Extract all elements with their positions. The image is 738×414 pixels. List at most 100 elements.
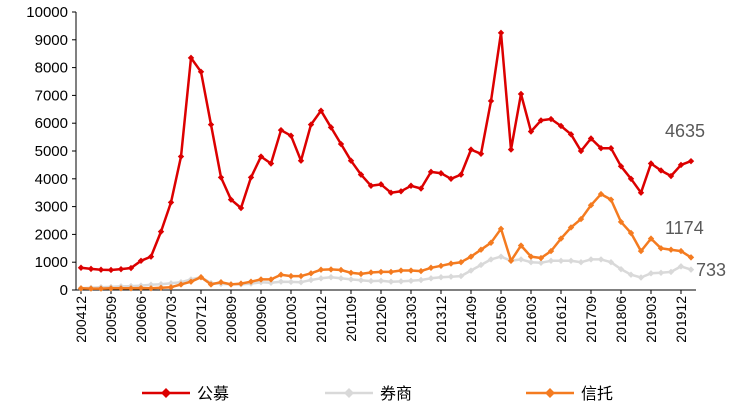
series-2: [77, 190, 695, 292]
data-point: [567, 131, 575, 138]
data-point: [557, 122, 565, 130]
x-tick-label: 200809: [223, 296, 239, 343]
data-point: [277, 126, 285, 134]
series-line: [80, 192, 692, 290]
data-point: [297, 272, 305, 280]
data-point: [387, 189, 395, 196]
data-point: [77, 264, 85, 271]
data-point: [587, 202, 595, 209]
data-point: [247, 278, 255, 285]
data-point: [127, 285, 135, 292]
data-point: [507, 257, 515, 265]
data-point: [597, 190, 605, 198]
data-point: [637, 274, 645, 281]
data-point: [167, 199, 175, 206]
data-point: [307, 270, 315, 277]
data-point: [617, 218, 625, 226]
data-point: [377, 277, 385, 285]
legend-item-gongmu: 公募: [142, 384, 229, 403]
data-point: [567, 257, 575, 265]
data-point: [97, 285, 105, 292]
data-point: [587, 256, 595, 263]
series-0: [77, 29, 695, 274]
data-point: [677, 161, 685, 169]
end-labels: 4635 1174 733: [665, 121, 726, 280]
data-point: [667, 268, 675, 276]
data-point: [367, 277, 375, 285]
data-point: [547, 115, 555, 123]
data-point: [217, 279, 225, 286]
legend-marker-xintuo: [545, 388, 555, 398]
data-point: [647, 160, 655, 167]
data-point: [327, 266, 335, 273]
y-axis-ticks: 0 1000 2000 3000 4000 5000 6000 7000 8000 9000 100…: [26, 4, 76, 299]
data-point: [197, 68, 205, 75]
y-tick-label: 5000: [35, 143, 68, 160]
data-point: [617, 265, 625, 273]
data-point: [87, 265, 95, 273]
data-point: [617, 163, 625, 170]
data-point: [327, 124, 335, 131]
x-tick-label: 201206: [373, 296, 389, 343]
data-point: [407, 182, 415, 189]
data-point: [177, 281, 185, 288]
y-tick-label: 9000: [35, 32, 68, 49]
data-point: [177, 153, 185, 160]
y-tick-label: 6000: [35, 115, 68, 132]
data-point: [277, 278, 285, 285]
data-point: [157, 228, 165, 235]
x-tick-label: 201303: [403, 296, 419, 343]
data-point: [467, 253, 475, 260]
data-point: [657, 167, 665, 174]
series-1: [77, 253, 695, 292]
data-point: [627, 229, 635, 237]
data-point: [407, 267, 415, 274]
data-point: [307, 121, 315, 128]
data-point: [227, 281, 235, 288]
data-point: [537, 254, 545, 262]
data-point: [687, 157, 695, 165]
data-point: [167, 280, 175, 287]
data-point: [387, 268, 395, 276]
data-point: [597, 145, 605, 152]
y-tick-label: 1000: [35, 254, 68, 271]
legend-item-quanshang: 券商: [325, 384, 412, 403]
data-point: [547, 257, 555, 265]
data-point: [467, 267, 475, 274]
y-tick-label: 4000: [35, 171, 68, 188]
end-label-gongmu: 4635: [665, 121, 705, 141]
legend-marker-quanshang: [344, 388, 354, 398]
x-tick-label: 201409: [463, 296, 479, 343]
x-tick-label: 200906: [253, 296, 269, 343]
data-point: [417, 276, 425, 284]
data-point: [487, 256, 495, 263]
data-point: [417, 185, 425, 192]
data-point: [637, 189, 645, 196]
data-point: [427, 264, 435, 271]
data-point: [397, 188, 405, 195]
data-point: [347, 276, 355, 283]
data-point: [387, 278, 395, 285]
y-tick-label: 7000: [35, 87, 68, 104]
data-point: [157, 280, 165, 288]
data-point: [517, 256, 525, 263]
data-point: [347, 157, 355, 164]
data-point: [327, 274, 335, 281]
x-tick-label: 200509: [103, 296, 119, 343]
data-point: [597, 256, 605, 263]
data-point: [367, 182, 375, 189]
data-point: [627, 271, 635, 278]
data-point: [607, 145, 615, 152]
data-point: [467, 146, 475, 153]
data-point: [357, 270, 365, 278]
data-point: [557, 235, 565, 242]
data-point: [677, 247, 685, 255]
legend-label-xintuo: 信托: [581, 384, 613, 403]
data-point: [267, 279, 275, 286]
data-point: [97, 266, 105, 273]
x-tick-label: 201903: [643, 296, 659, 343]
data-point: [687, 254, 695, 261]
data-point: [267, 160, 275, 167]
data-point: [317, 266, 325, 273]
legend-label-gongmu: 公募: [197, 384, 229, 403]
